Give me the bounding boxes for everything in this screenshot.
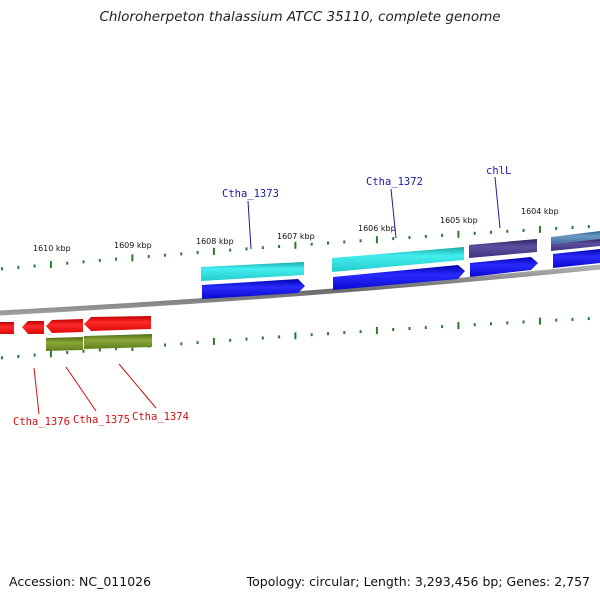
gene-label[interactable]: Ctha_1375	[73, 414, 130, 426]
gene-feature[interactable]	[332, 247, 464, 272]
scale-label: 1609 kbp	[114, 241, 152, 250]
scale-ticks-outer	[1, 225, 590, 271]
gene-labels: Ctha_1373 Ctha_1372 chlL Ctha_1376 Ctha_…	[13, 165, 511, 428]
gene-feature[interactable]	[469, 239, 537, 258]
genome-backbone	[0, 264, 600, 316]
gene-feature[interactable]	[333, 265, 465, 290]
gene-feature[interactable]	[46, 337, 83, 351]
scale-label: 1608 kbp	[196, 237, 234, 246]
genome-summary: Topology: circular; Length: 3,293,456 bp…	[246, 574, 590, 589]
scale-label: 1606 kbp	[358, 224, 396, 233]
scale-label: 1604 kbp	[521, 207, 559, 216]
gene-feature[interactable]	[84, 316, 151, 331]
scale-labels: 1610 kbp 1609 kbp 1608 kbp 1607 kbp 1606…	[33, 207, 559, 253]
scale-label: 1605 kbp	[440, 216, 478, 225]
gene-feature[interactable]	[551, 239, 600, 251]
gene-label[interactable]: Ctha_1373	[222, 188, 279, 200]
accession-text: Accession: NC_011026	[9, 574, 152, 589]
gene-label[interactable]: Ctha_1376	[13, 416, 70, 428]
map-title: Chloroherpeton thalassium ATCC 35110, co…	[99, 9, 501, 25]
reverse-strand-features	[0, 316, 152, 351]
gene-feature[interactable]	[46, 319, 83, 333]
gene-label[interactable]: Ctha_1372	[366, 176, 423, 188]
gene-feature[interactable]	[84, 334, 152, 349]
forward-strand-features	[201, 231, 600, 299]
gene-feature[interactable]	[202, 279, 305, 299]
label-leaders	[33, 176, 501, 415]
gene-feature[interactable]	[551, 231, 600, 244]
gene-feature[interactable]	[470, 257, 538, 277]
scale-label: 1607 kbp	[277, 232, 315, 241]
scale-label: 1610 kbp	[33, 244, 71, 253]
gene-label[interactable]: Ctha_1374	[132, 411, 189, 423]
gene-label[interactable]: chlL	[486, 165, 511, 177]
gene-feature[interactable]	[22, 321, 44, 334]
gene-feature[interactable]	[201, 262, 304, 281]
gene-feature[interactable]	[553, 249, 600, 268]
gene-feature[interactable]	[0, 322, 14, 334]
